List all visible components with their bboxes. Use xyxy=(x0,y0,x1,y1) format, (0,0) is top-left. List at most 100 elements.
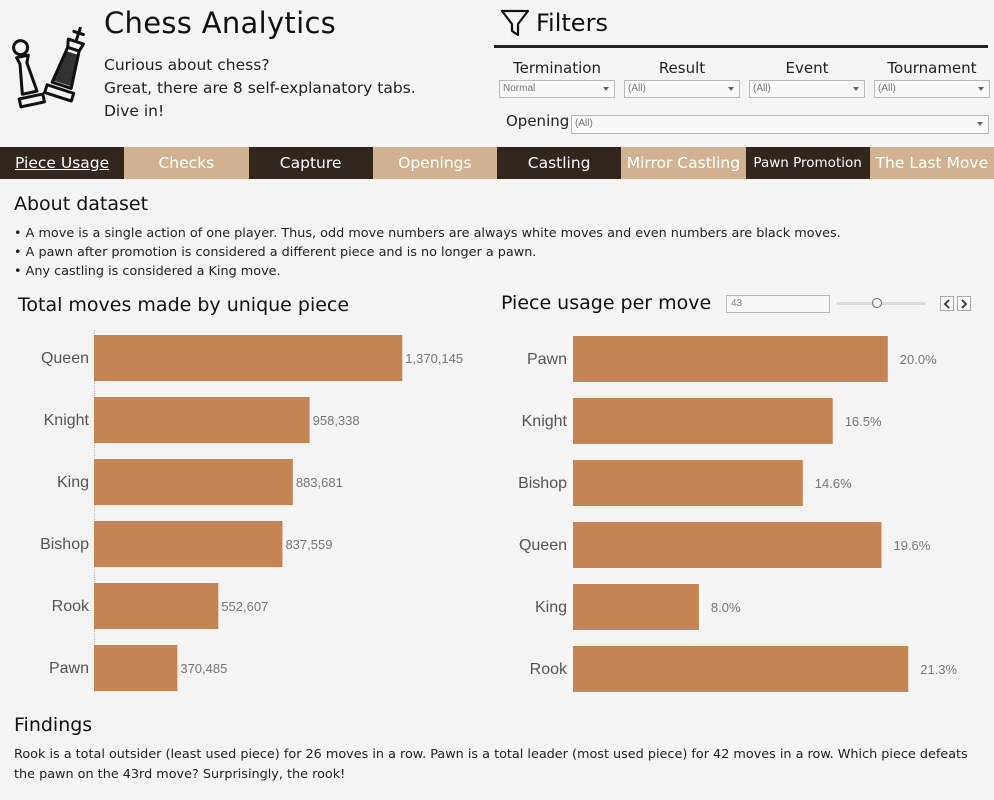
tab-label: Pawn Promotion xyxy=(753,155,862,171)
filter-label: Opening xyxy=(506,112,570,130)
chevron-down-icon xyxy=(728,87,734,91)
move-number-input[interactable]: 43 xyxy=(726,295,830,313)
app-title: Chess Analytics xyxy=(104,6,337,40)
category-label: Pawn xyxy=(527,351,567,368)
bar-king[interactable] xyxy=(94,459,293,505)
category-label: Knight xyxy=(44,412,90,429)
category-label: Bishop xyxy=(40,536,89,553)
filter-label: Tournament xyxy=(887,59,977,77)
category-label: Rook xyxy=(530,661,568,678)
data-label: 552,607 xyxy=(221,599,268,614)
data-label: 20.0% xyxy=(900,352,937,367)
chevron-down-icon xyxy=(977,122,983,126)
dropdown-value: (All) xyxy=(753,83,771,94)
category-label: Queen xyxy=(41,350,89,367)
dropdown-value: (All) xyxy=(628,83,646,94)
bar-queen[interactable] xyxy=(573,522,882,568)
chart-title-total-moves: Total moves made by unique piece xyxy=(18,294,350,316)
data-label: 8.0% xyxy=(711,600,741,615)
data-label: 19.6% xyxy=(893,538,930,553)
event-dropdown[interactable]: (All) xyxy=(749,80,865,98)
data-label: 1,370,145 xyxy=(405,351,463,366)
chart-title-piece-usage: Piece usage per move xyxy=(501,292,712,314)
data-label: 16.5% xyxy=(845,414,882,429)
category-label: King xyxy=(57,474,89,491)
category-label: Queen xyxy=(519,537,567,554)
tab-mirror-castling[interactable]: Mirror Castling xyxy=(621,147,746,179)
bar-bishop[interactable] xyxy=(573,460,803,506)
chevron-down-icon xyxy=(603,87,609,91)
tab-piece-usage[interactable]: Piece Usage xyxy=(0,147,125,179)
list-item: Any castling is considered a King move. xyxy=(14,262,841,281)
filter-result: Result (All) xyxy=(624,58,740,98)
tab-castling[interactable]: Castling xyxy=(497,147,622,179)
piece-usage-bar-chart: Pawn 20.0% Knight 16.5% Bishop 14.6% Queen 19.6… xyxy=(518,336,958,692)
tab-label: The Last Move xyxy=(875,154,989,172)
tab-label: Mirror Castling xyxy=(626,154,741,172)
bar-knight[interactable] xyxy=(573,398,833,444)
bar-rook[interactable] xyxy=(573,646,909,692)
tab-checks[interactable]: Checks xyxy=(124,147,249,179)
category-label: King xyxy=(535,599,567,616)
result-dropdown[interactable]: (All) xyxy=(624,80,740,98)
category-label: Knight xyxy=(522,413,568,430)
chart-axis-line xyxy=(94,330,95,692)
data-label: 883,681 xyxy=(296,475,343,490)
tab-label: Piece Usage xyxy=(15,154,110,172)
intro-line: Dive in! xyxy=(104,102,165,120)
tab-the-last-move[interactable]: The Last Move xyxy=(869,147,994,179)
dropdown-value: (All) xyxy=(575,118,593,129)
tab-label: Castling xyxy=(527,154,591,172)
about-title: About dataset xyxy=(14,193,149,215)
about-list: A move is a single action of one player.… xyxy=(14,224,841,281)
bar-queen[interactable] xyxy=(94,335,403,381)
tab-label: Checks xyxy=(158,154,215,172)
bar-knight[interactable] xyxy=(94,397,310,443)
bar-rook[interactable] xyxy=(94,583,219,629)
filter-tournament: Tournament (All) xyxy=(874,58,990,98)
dropdown-value: (All) xyxy=(878,83,896,94)
list-item: A pawn after promotion is considered a d… xyxy=(14,243,841,262)
chevron-down-icon xyxy=(978,87,984,91)
intro-line: Great, there are 8 self-explanatory tabs… xyxy=(104,79,416,97)
filter-label: Event xyxy=(785,59,829,77)
move-slider-handle[interactable] xyxy=(872,298,882,308)
bar-king[interactable] xyxy=(573,584,699,630)
filter-termination: Termination Normal xyxy=(499,58,615,98)
termination-dropdown[interactable]: Normal xyxy=(499,80,615,98)
filters-header: Filters xyxy=(500,6,608,40)
opening-dropdown[interactable]: (All) xyxy=(571,115,989,134)
filters-title: Filters xyxy=(536,9,608,37)
filter-event: Event (All) xyxy=(749,58,865,98)
chevron-down-icon xyxy=(853,87,859,91)
dropdown-value: Normal xyxy=(503,83,536,94)
tab-label: Capture xyxy=(279,154,342,172)
tab-capture[interactable]: Capture xyxy=(248,147,373,179)
tab-openings[interactable]: Openings xyxy=(372,147,497,179)
previous-move-button[interactable] xyxy=(940,296,954,311)
intro-line: Curious about chess? xyxy=(104,56,270,74)
data-label: 370,485 xyxy=(180,661,227,676)
bar-bishop[interactable] xyxy=(94,521,283,567)
data-label: 837,559 xyxy=(285,537,332,552)
chevron-right-icon xyxy=(961,298,968,309)
filters-divider xyxy=(494,45,988,48)
tournament-dropdown[interactable]: (All) xyxy=(874,80,990,98)
filter-label: Result xyxy=(658,59,706,77)
data-label: 21.3% xyxy=(920,662,957,677)
category-label: Bishop xyxy=(518,475,567,492)
bar-pawn[interactable] xyxy=(573,336,888,382)
tab-bar: Piece Usage Checks Capture Openings Cast… xyxy=(0,147,994,179)
next-move-button[interactable] xyxy=(957,296,971,311)
data-label: 14.6% xyxy=(815,476,852,491)
header: Chess Analytics Curious about chess? Gre… xyxy=(0,0,994,146)
list-item: A move is a single action of one player.… xyxy=(14,224,841,243)
intro-text: Curious about chess? Great, there are 8 … xyxy=(104,54,416,123)
bar-pawn[interactable] xyxy=(94,645,178,691)
chevron-left-icon xyxy=(943,298,950,309)
tab-pawn-promotion[interactable]: Pawn Promotion xyxy=(745,147,870,179)
tab-label: Openings xyxy=(398,154,472,172)
findings-title: Findings xyxy=(14,714,93,736)
total-moves-bar-chart: Queen 1,370,145 Knight 958,338 King 883,681 Bi… xyxy=(40,335,463,691)
category-label: Rook xyxy=(52,598,90,615)
